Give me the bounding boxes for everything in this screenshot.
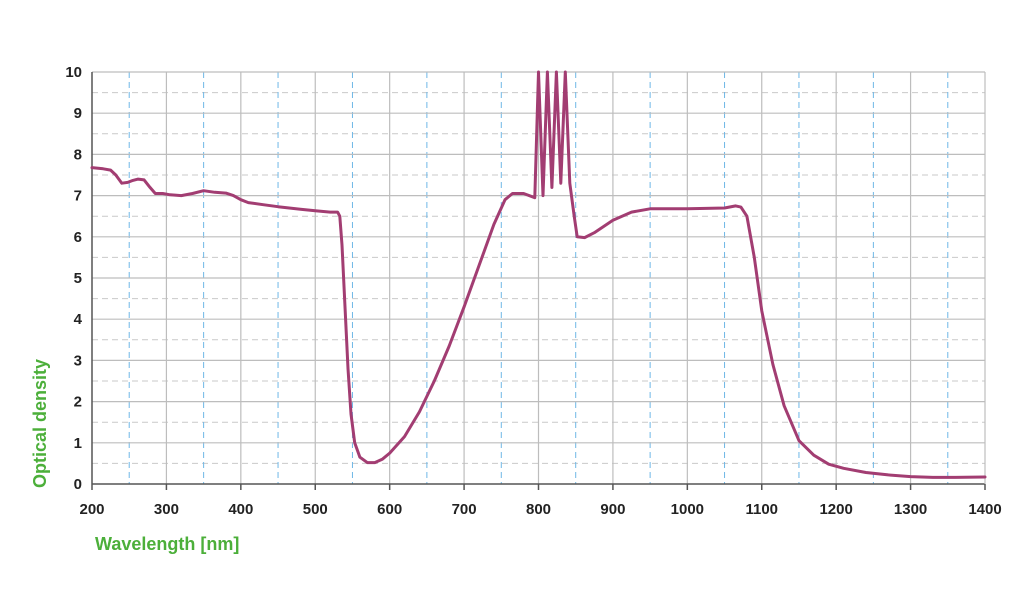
y-tick-label: 5 (74, 270, 82, 287)
y-tick-labels: 0 1 2 3 4 5 6 7 8 9 10 (65, 64, 82, 493)
y-tick-label: 7 (74, 188, 82, 205)
major-gridlines (92, 71, 985, 484)
x-tick-label: 1100 (745, 501, 778, 518)
x-tick-label: 900 (600, 501, 625, 518)
y-tick-label: 8 (74, 146, 82, 163)
x-tick-label: 1400 (968, 501, 1001, 518)
axes (91, 72, 986, 490)
series-line-0 (90, 70, 987, 479)
y-tick-label: 1 (74, 435, 82, 452)
x-tick-label: 1000 (671, 501, 704, 518)
x-tick-label: 200 (79, 501, 104, 518)
y-tick-label: 9 (74, 105, 82, 122)
x-tick-label: 1200 (819, 501, 852, 518)
x-tick-label: 800 (526, 501, 551, 518)
x-tick-label: 500 (303, 501, 328, 518)
x-axis-title: Wavelength [nm] (95, 534, 239, 554)
x-tick-label: 1300 (894, 501, 927, 518)
y-tick-label: 3 (74, 352, 82, 369)
y-tick-label: 0 (74, 476, 82, 493)
x-tick-label: 600 (377, 501, 402, 518)
x-tick-label: 400 (228, 501, 253, 518)
y-tick-label: 2 (74, 394, 82, 411)
y-tick-label: 10 (65, 64, 82, 81)
x-tick-label: 700 (452, 501, 477, 518)
series-layer (90, 70, 987, 479)
y-axis-title: Optical density (30, 359, 50, 488)
x-tick-labels: 200 300 400 500 600 700 800 900 1000 1100 1200 1300… (79, 501, 1001, 518)
y-tick-label: 4 (74, 311, 83, 328)
y-tick-label: 6 (74, 229, 82, 246)
x-tick-label: 300 (154, 501, 179, 518)
